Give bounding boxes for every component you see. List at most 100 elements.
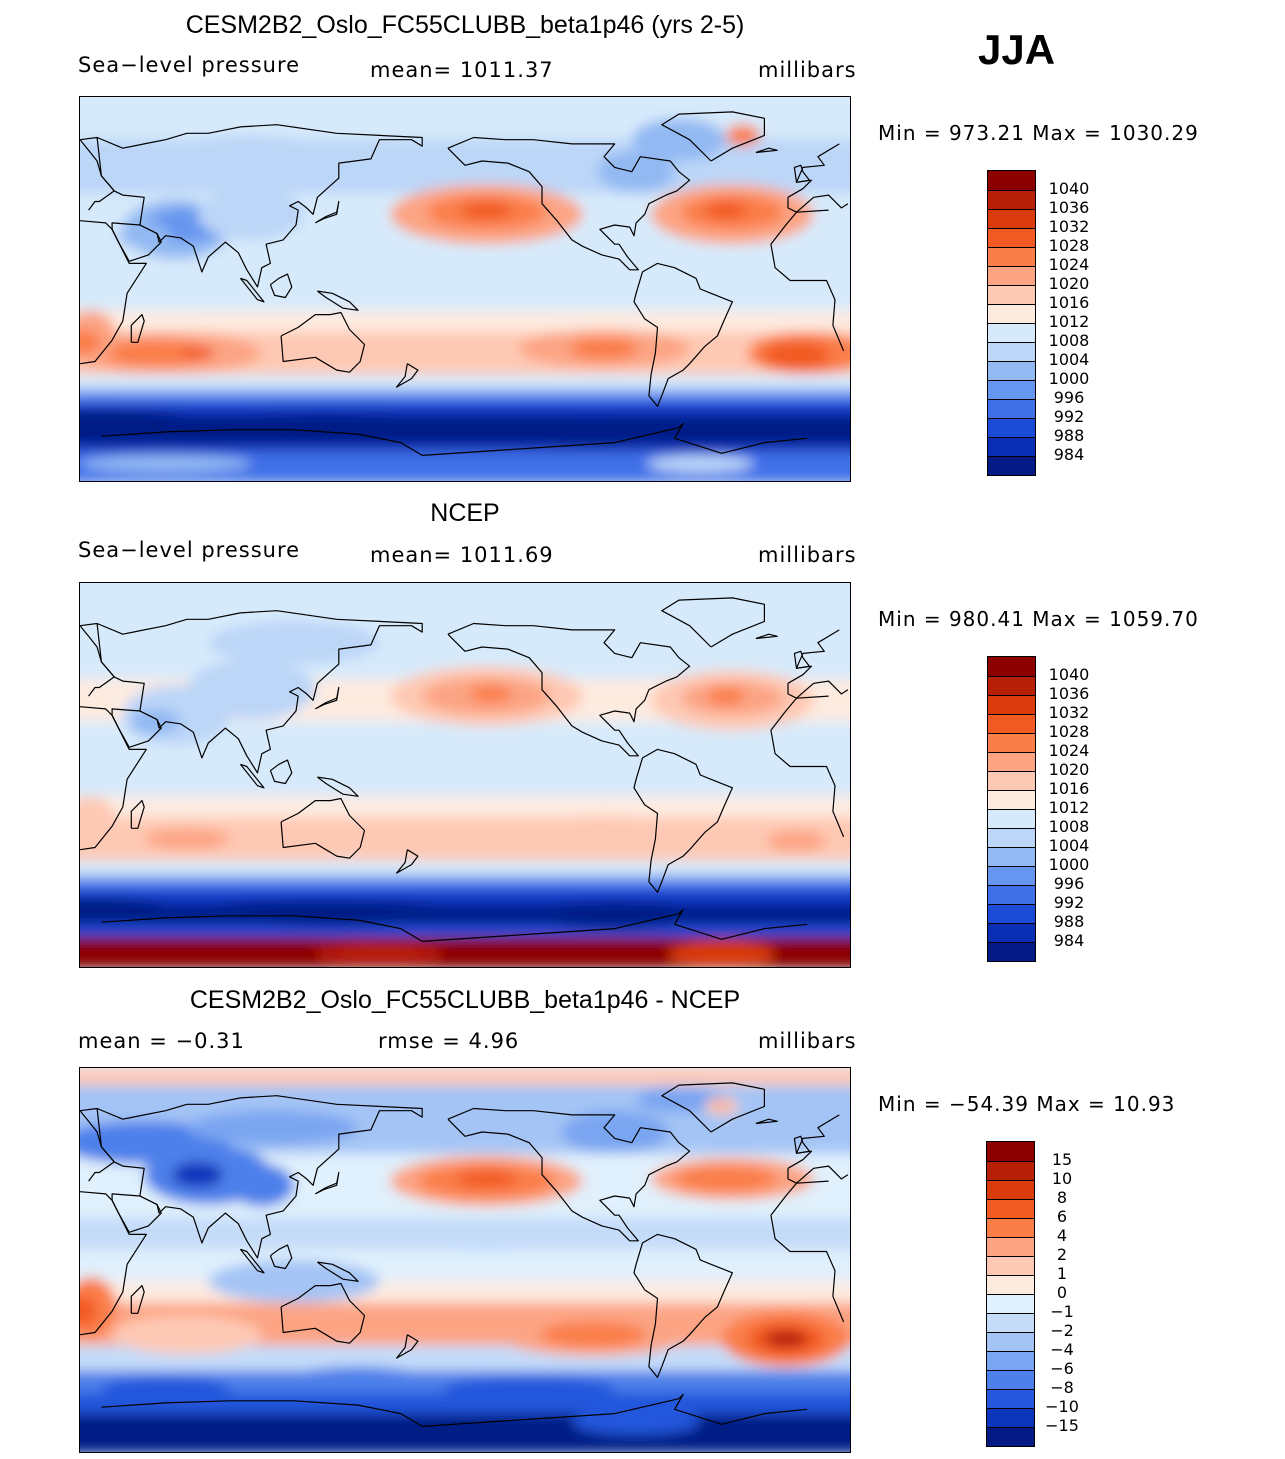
- colorbar-swatch: [988, 904, 1035, 923]
- colorbar-swatch: [987, 1294, 1034, 1313]
- field-band: [80, 1068, 850, 1087]
- field-band: [80, 764, 850, 798]
- coastline: [269, 273, 293, 299]
- coastline: [269, 1244, 293, 1270]
- colorbar-swatch: [987, 1237, 1034, 1256]
- colorbar-tick-label: 992: [1053, 893, 1085, 912]
- colorbar-swatch: [988, 733, 1035, 752]
- colorbar-swatch: [987, 1313, 1034, 1332]
- coastline: [317, 290, 359, 311]
- colorbar-swatch: [988, 942, 1035, 961]
- field-band: [80, 1413, 850, 1452]
- field-feature: [529, 903, 701, 929]
- field-feature: [80, 408, 187, 435]
- coastline: [633, 1233, 733, 1378]
- panel2-mean-label: mean= 1011.69: [370, 543, 554, 567]
- colorbar-tick-label: 984: [1053, 931, 1085, 950]
- colorbar-tick-label: 1036: [1048, 198, 1090, 217]
- panel2-map-svg: [80, 583, 850, 967]
- field-feature: [571, 1409, 701, 1435]
- colorbar-swatch: [988, 323, 1035, 342]
- colorbar-swatch: [987, 1351, 1034, 1370]
- field-band: [80, 907, 850, 926]
- panel2-units-label: millibars: [758, 543, 857, 567]
- field-feature: [631, 118, 726, 161]
- field-feature: [569, 338, 639, 360]
- colorbar-tick-label: 15: [1051, 1150, 1073, 1169]
- field-feature: [186, 1110, 359, 1145]
- colorbar-swatch: [988, 437, 1035, 456]
- field-feature: [197, 188, 305, 240]
- colorbar-tick-label: 1008: [1048, 331, 1090, 350]
- coastline: [314, 1171, 340, 1195]
- coastline: [633, 262, 733, 407]
- colorbar-tick-label: 1028: [1048, 722, 1090, 741]
- colorbar-swatch: [988, 695, 1035, 714]
- coastline: [130, 800, 145, 829]
- season-label: JJA: [978, 26, 1056, 73]
- coastline: [280, 797, 366, 859]
- field-feature: [112, 1315, 262, 1354]
- field-band: [80, 278, 850, 312]
- colorbar-tick-label: 6: [1056, 1207, 1068, 1226]
- colorbar-tick-label: 0: [1056, 1283, 1068, 1302]
- colorbar-swatch: [988, 657, 1035, 676]
- field-feature: [118, 222, 170, 249]
- field-feature: [208, 1260, 380, 1303]
- colorbar-swatch: [988, 399, 1035, 418]
- coastline: [755, 147, 778, 154]
- coastline: [314, 200, 340, 224]
- panel1-variable-label: Sea−level pressure: [78, 53, 301, 77]
- field-band: [80, 885, 850, 898]
- field-feature: [456, 1170, 517, 1188]
- field-feature: [561, 1110, 669, 1154]
- field-band: [80, 374, 850, 391]
- field-feature: [229, 1164, 294, 1207]
- coastline: [269, 759, 293, 785]
- colorbar-swatch: [988, 847, 1035, 866]
- field-band: [80, 417, 850, 444]
- coastline: [101, 908, 808, 942]
- coastline: [447, 136, 691, 271]
- coastline: [755, 633, 778, 640]
- colorbar-swatch: [988, 228, 1035, 247]
- field-feature: [469, 685, 513, 703]
- coastline: [96, 1095, 423, 1259]
- field-feature: [762, 342, 831, 368]
- coastline: [396, 363, 419, 388]
- colorbar-tick-label: −8: [1050, 1378, 1074, 1397]
- coastline: [314, 686, 340, 710]
- colorbar-tick-label: −6: [1050, 1359, 1074, 1378]
- coastline: [101, 422, 808, 456]
- field-feature: [636, 1087, 722, 1113]
- panel1-map-svg: [80, 97, 850, 481]
- field-band: [80, 408, 850, 418]
- colorbar-swatch: [988, 209, 1035, 228]
- colorbar-tick-label: 1000: [1048, 369, 1090, 388]
- colorbar-swatch: [988, 790, 1035, 809]
- coastline: [661, 1082, 765, 1133]
- panel2-minmax: Min = 980.41 Max = 1059.70: [878, 607, 1199, 631]
- coastline: [239, 763, 265, 789]
- panel3-rmse-label: rmse = 4.96: [378, 1029, 520, 1053]
- colorbar-tick-label: 1032: [1048, 703, 1090, 722]
- colorbar-swatch: [988, 456, 1035, 475]
- field-feature: [293, 1366, 423, 1388]
- coastline: [317, 1261, 359, 1282]
- field-feature: [165, 135, 337, 179]
- colorbar-tick-label: 1004: [1048, 350, 1090, 369]
- colorbar-tick-label: 1028: [1048, 236, 1090, 255]
- panel3-mean-label: mean = −0.31: [78, 1029, 245, 1053]
- colorbar-swatch: [987, 1256, 1034, 1275]
- colorbar-swatch: [987, 1161, 1034, 1180]
- colorbar-swatch: [988, 247, 1035, 266]
- colorbar-swatch: [987, 1199, 1034, 1218]
- coastline: [661, 111, 765, 162]
- colorbar-tick-label: 1032: [1048, 217, 1090, 236]
- colorbar-swatch: [988, 304, 1035, 323]
- field-feature: [764, 1330, 808, 1348]
- field-band: [80, 583, 850, 627]
- field-feature: [197, 900, 455, 927]
- field-band: [80, 796, 850, 819]
- field-feature: [725, 124, 761, 147]
